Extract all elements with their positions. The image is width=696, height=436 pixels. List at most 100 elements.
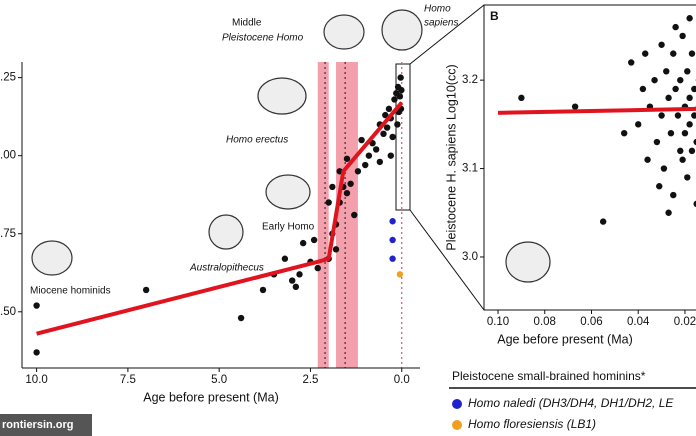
data-point bbox=[658, 112, 665, 119]
data-point bbox=[365, 152, 373, 159]
data-point bbox=[347, 180, 354, 187]
data-point bbox=[237, 314, 245, 322]
y-tick-label: 3.1 bbox=[462, 163, 478, 175]
y-tick-label: 1.00 bbox=[0, 150, 16, 162]
data-point bbox=[396, 271, 404, 278]
data-point bbox=[672, 85, 679, 93]
data-point bbox=[382, 111, 389, 119]
x-tick-label: 0.08 bbox=[534, 316, 556, 328]
data-point bbox=[518, 94, 525, 102]
x-tick-label: 7.5 bbox=[120, 374, 136, 386]
data-point bbox=[389, 133, 396, 141]
data-point bbox=[343, 189, 351, 197]
legend-swatch bbox=[452, 399, 462, 409]
data-point bbox=[314, 264, 321, 272]
data-point bbox=[660, 165, 668, 172]
data-point bbox=[663, 68, 670, 75]
data-point bbox=[684, 174, 691, 181]
annotation: Middle bbox=[232, 18, 262, 29]
data-point bbox=[259, 286, 267, 294]
x-axis-label: Age before present (Ma) bbox=[497, 332, 633, 346]
data-point bbox=[693, 200, 696, 208]
data-point bbox=[296, 271, 303, 278]
data-point bbox=[639, 85, 647, 93]
data-point bbox=[679, 156, 686, 163]
annotation: Homo erectus bbox=[226, 135, 288, 146]
data-point bbox=[628, 59, 635, 66]
plot-frame bbox=[483, 4, 696, 311]
x-axis-label: Age before present (Ma) bbox=[143, 390, 279, 404]
legend-title: Pleistocene small-brained hominins* bbox=[452, 369, 646, 383]
data-point bbox=[354, 168, 362, 175]
data-point bbox=[332, 246, 340, 253]
data-point bbox=[665, 209, 672, 216]
data-point bbox=[667, 129, 675, 137]
data-point bbox=[684, 68, 691, 75]
y-tick-label: 0.50 bbox=[0, 306, 16, 318]
data-point bbox=[33, 349, 40, 356]
data-point bbox=[599, 218, 607, 225]
data-point bbox=[362, 161, 369, 169]
data-point bbox=[398, 86, 405, 94]
data-point bbox=[397, 74, 404, 81]
data-point bbox=[620, 129, 628, 137]
legend-entry: Homo naledi (DH3/DH4, DH1/DH2, LE bbox=[468, 396, 674, 410]
annotation: Pleistocene Homo bbox=[222, 33, 304, 44]
data-point bbox=[658, 41, 665, 48]
watermark-bg bbox=[0, 414, 92, 436]
data-point bbox=[677, 147, 684, 155]
data-point bbox=[33, 302, 40, 309]
data-point bbox=[299, 239, 307, 247]
watermark: rontiersin.org bbox=[2, 419, 74, 431]
data-point bbox=[677, 76, 684, 84]
x-tick-label: 10.0 bbox=[25, 374, 47, 386]
data-point bbox=[656, 183, 663, 190]
data-point bbox=[385, 105, 393, 113]
data-point bbox=[670, 50, 677, 57]
data-point bbox=[329, 183, 336, 191]
data-point bbox=[351, 211, 358, 219]
data-point bbox=[310, 236, 318, 244]
x-tick-label: 0.10 bbox=[487, 316, 509, 328]
data-point bbox=[325, 199, 332, 206]
data-point bbox=[358, 136, 365, 144]
fit-line bbox=[36, 101, 404, 336]
data-point bbox=[396, 93, 404, 100]
x-tick-label: 5.0 bbox=[211, 374, 227, 386]
data-point bbox=[653, 138, 661, 146]
skull-icons bbox=[31, 9, 551, 283]
data-point bbox=[670, 191, 677, 199]
data-point bbox=[389, 236, 396, 244]
annotation: Miocene hominids bbox=[30, 286, 111, 297]
data-point bbox=[686, 15, 693, 22]
annotation: sapiens bbox=[424, 18, 458, 29]
zoom-box bbox=[395, 63, 411, 211]
data-point bbox=[665, 94, 672, 102]
legend-swatch bbox=[452, 420, 462, 430]
highlight-band bbox=[317, 62, 329, 368]
data-point bbox=[142, 286, 150, 294]
data-point bbox=[691, 85, 696, 93]
zoom-connector bbox=[409, 209, 485, 311]
annotation: Early Homo bbox=[262, 222, 315, 233]
zoom-connector bbox=[409, 4, 485, 65]
x-tick-label: 0.02 bbox=[674, 316, 696, 328]
data-point bbox=[651, 76, 658, 84]
data-point bbox=[672, 23, 679, 31]
x-tick-label: 0.0 bbox=[394, 374, 410, 386]
data-point bbox=[686, 94, 693, 102]
data-point bbox=[686, 121, 693, 128]
data-point bbox=[391, 96, 398, 103]
data-point bbox=[281, 255, 289, 262]
data-point bbox=[681, 129, 689, 137]
data-point bbox=[383, 124, 391, 131]
data-point bbox=[376, 158, 384, 166]
data-point bbox=[394, 121, 401, 128]
annotation: Australopithecus bbox=[189, 263, 264, 274]
y-tick-label: 3.0 bbox=[462, 251, 478, 263]
data-point bbox=[688, 50, 696, 57]
data-point bbox=[644, 156, 651, 163]
annotation: Homo bbox=[424, 4, 451, 15]
data-point bbox=[688, 147, 696, 155]
